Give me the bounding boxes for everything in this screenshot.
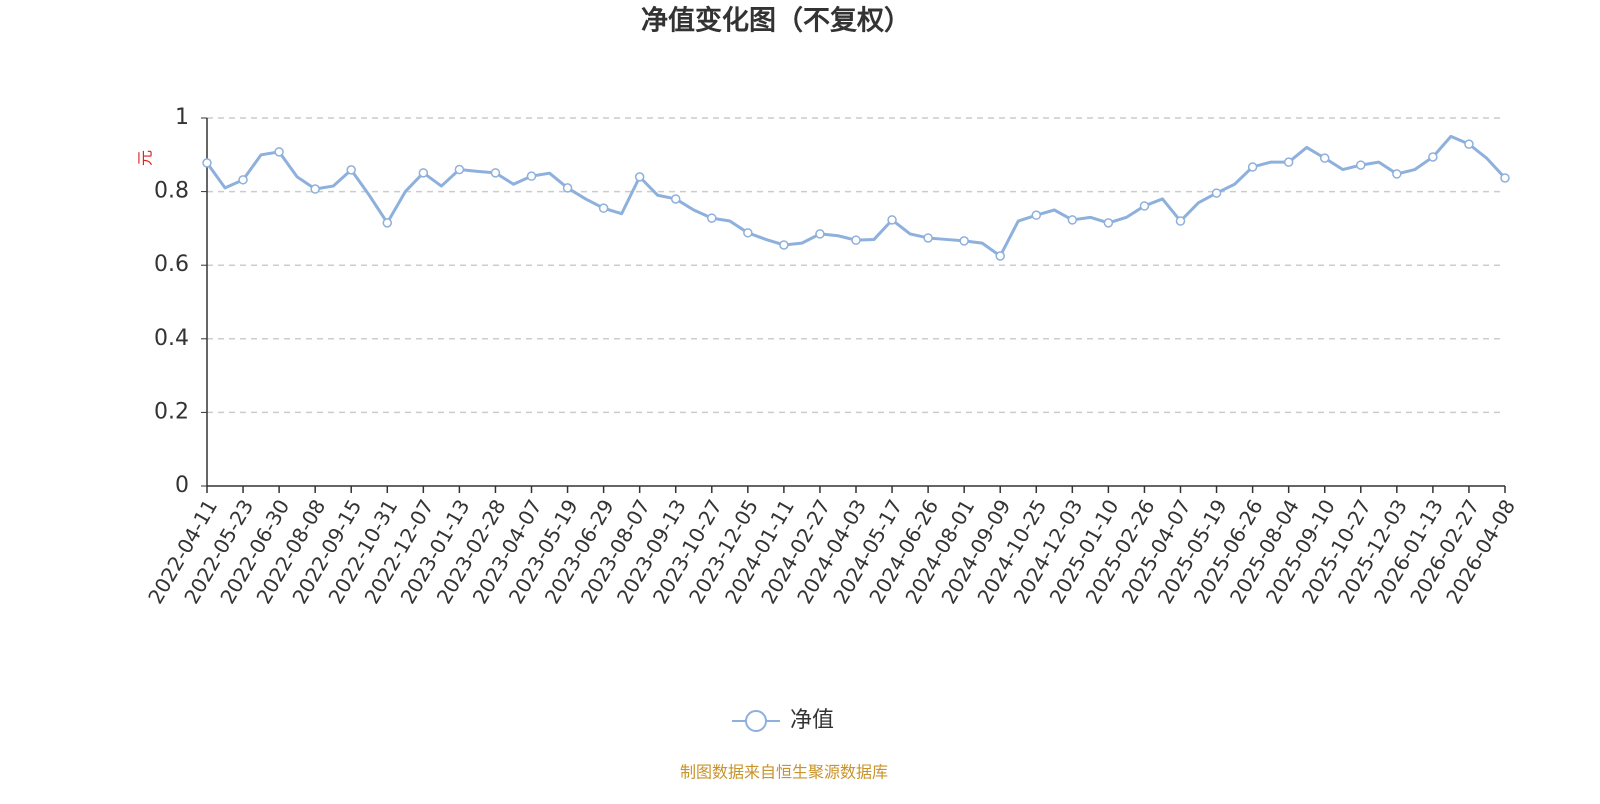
point: [346, 165, 356, 175]
point: [1319, 153, 1330, 163]
point: [238, 175, 248, 185]
point: [202, 158, 212, 168]
point: [1356, 160, 1366, 170]
point: [815, 229, 825, 239]
point: [1103, 218, 1114, 228]
point: [743, 228, 753, 238]
point: [274, 147, 284, 157]
point: [995, 251, 1005, 261]
point: [1031, 210, 1042, 220]
chart-title: 净值变化图（不复权）: [641, 5, 911, 37]
point: [1247, 162, 1258, 172]
y-tick-label: 1: [175, 105, 189, 130]
point: [707, 213, 717, 223]
y-tick-label: 0.2: [154, 399, 189, 424]
point: [1283, 157, 1294, 167]
point: [310, 184, 320, 194]
y-tick-label: 0.6: [154, 252, 189, 277]
point: [1464, 139, 1474, 149]
y-tick-label: 0.8: [154, 179, 189, 204]
point: [779, 240, 789, 250]
point: [562, 183, 573, 193]
point: [1428, 152, 1438, 162]
y-axis-label: 元: [136, 150, 155, 166]
point: [454, 164, 465, 175]
legend-marker: [745, 710, 767, 732]
point: [1175, 216, 1186, 226]
point: [1500, 173, 1510, 183]
point: [1139, 201, 1150, 211]
point: [1211, 188, 1222, 198]
point: [634, 172, 645, 182]
point: [670, 194, 681, 204]
point: [959, 236, 969, 246]
point: [887, 215, 897, 225]
footer: 制图数据来自恒生聚源数据库: [680, 763, 888, 782]
point: [1067, 215, 1078, 225]
point: [1392, 169, 1402, 179]
y-tick-label: 0.4: [154, 326, 189, 351]
point: [923, 233, 933, 243]
point: [382, 218, 393, 228]
point: [851, 235, 861, 245]
point: [526, 171, 537, 181]
point: [598, 203, 609, 213]
point: [418, 168, 429, 178]
y-tick-label: 0: [175, 473, 189, 498]
point: [490, 168, 501, 178]
legend-label: 净值: [790, 708, 834, 733]
